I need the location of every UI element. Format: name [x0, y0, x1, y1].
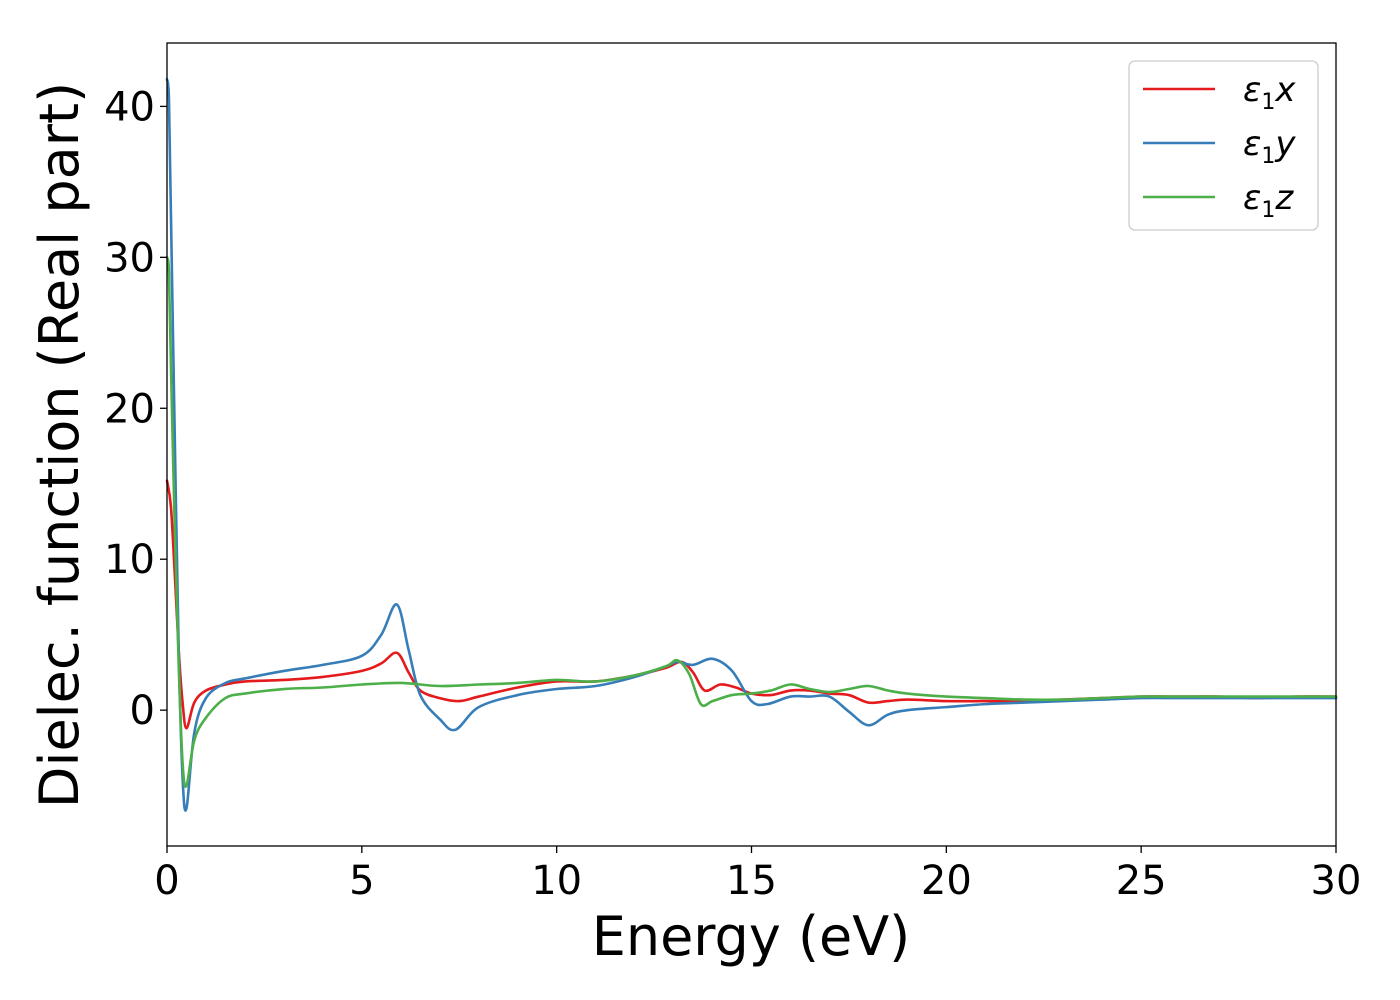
y-axis: 0 10 20 30 40	[104, 84, 167, 734]
x-tick-label: 0	[154, 858, 179, 904]
x-axis: 0 5 10 15 20 25 30	[154, 846, 1361, 904]
legend-label: ε1z	[1243, 178, 1294, 223]
x-tick-label: 20	[921, 858, 972, 904]
x-tick-label: 5	[349, 858, 374, 904]
y-tick-label: 40	[104, 84, 155, 130]
x-tick-label: 10	[531, 858, 582, 904]
legend-box	[1128, 60, 1319, 231]
y-tick-label: 10	[104, 537, 155, 583]
series-line-y	[165, 77, 1338, 812]
series-layer	[165, 77, 1338, 812]
x-tick-label: 30	[1311, 858, 1362, 904]
y-axis-title: Dielec. function (Real part)	[28, 82, 91, 808]
legend-label: ε1x	[1243, 70, 1296, 115]
x-axis-title: Energy (eV)	[592, 905, 911, 968]
series-line-z	[165, 256, 1338, 788]
series-line-x	[165, 479, 1338, 730]
legend: ε1x ε1y ε1z	[1128, 60, 1319, 231]
x-tick-label: 15	[726, 858, 777, 904]
y-tick-label: 20	[104, 386, 155, 432]
y-tick-label: 0	[130, 688, 155, 734]
y-tick-label: 30	[104, 235, 155, 281]
x-tick-label: 25	[1116, 858, 1167, 904]
legend-label: ε1y	[1243, 124, 1296, 169]
